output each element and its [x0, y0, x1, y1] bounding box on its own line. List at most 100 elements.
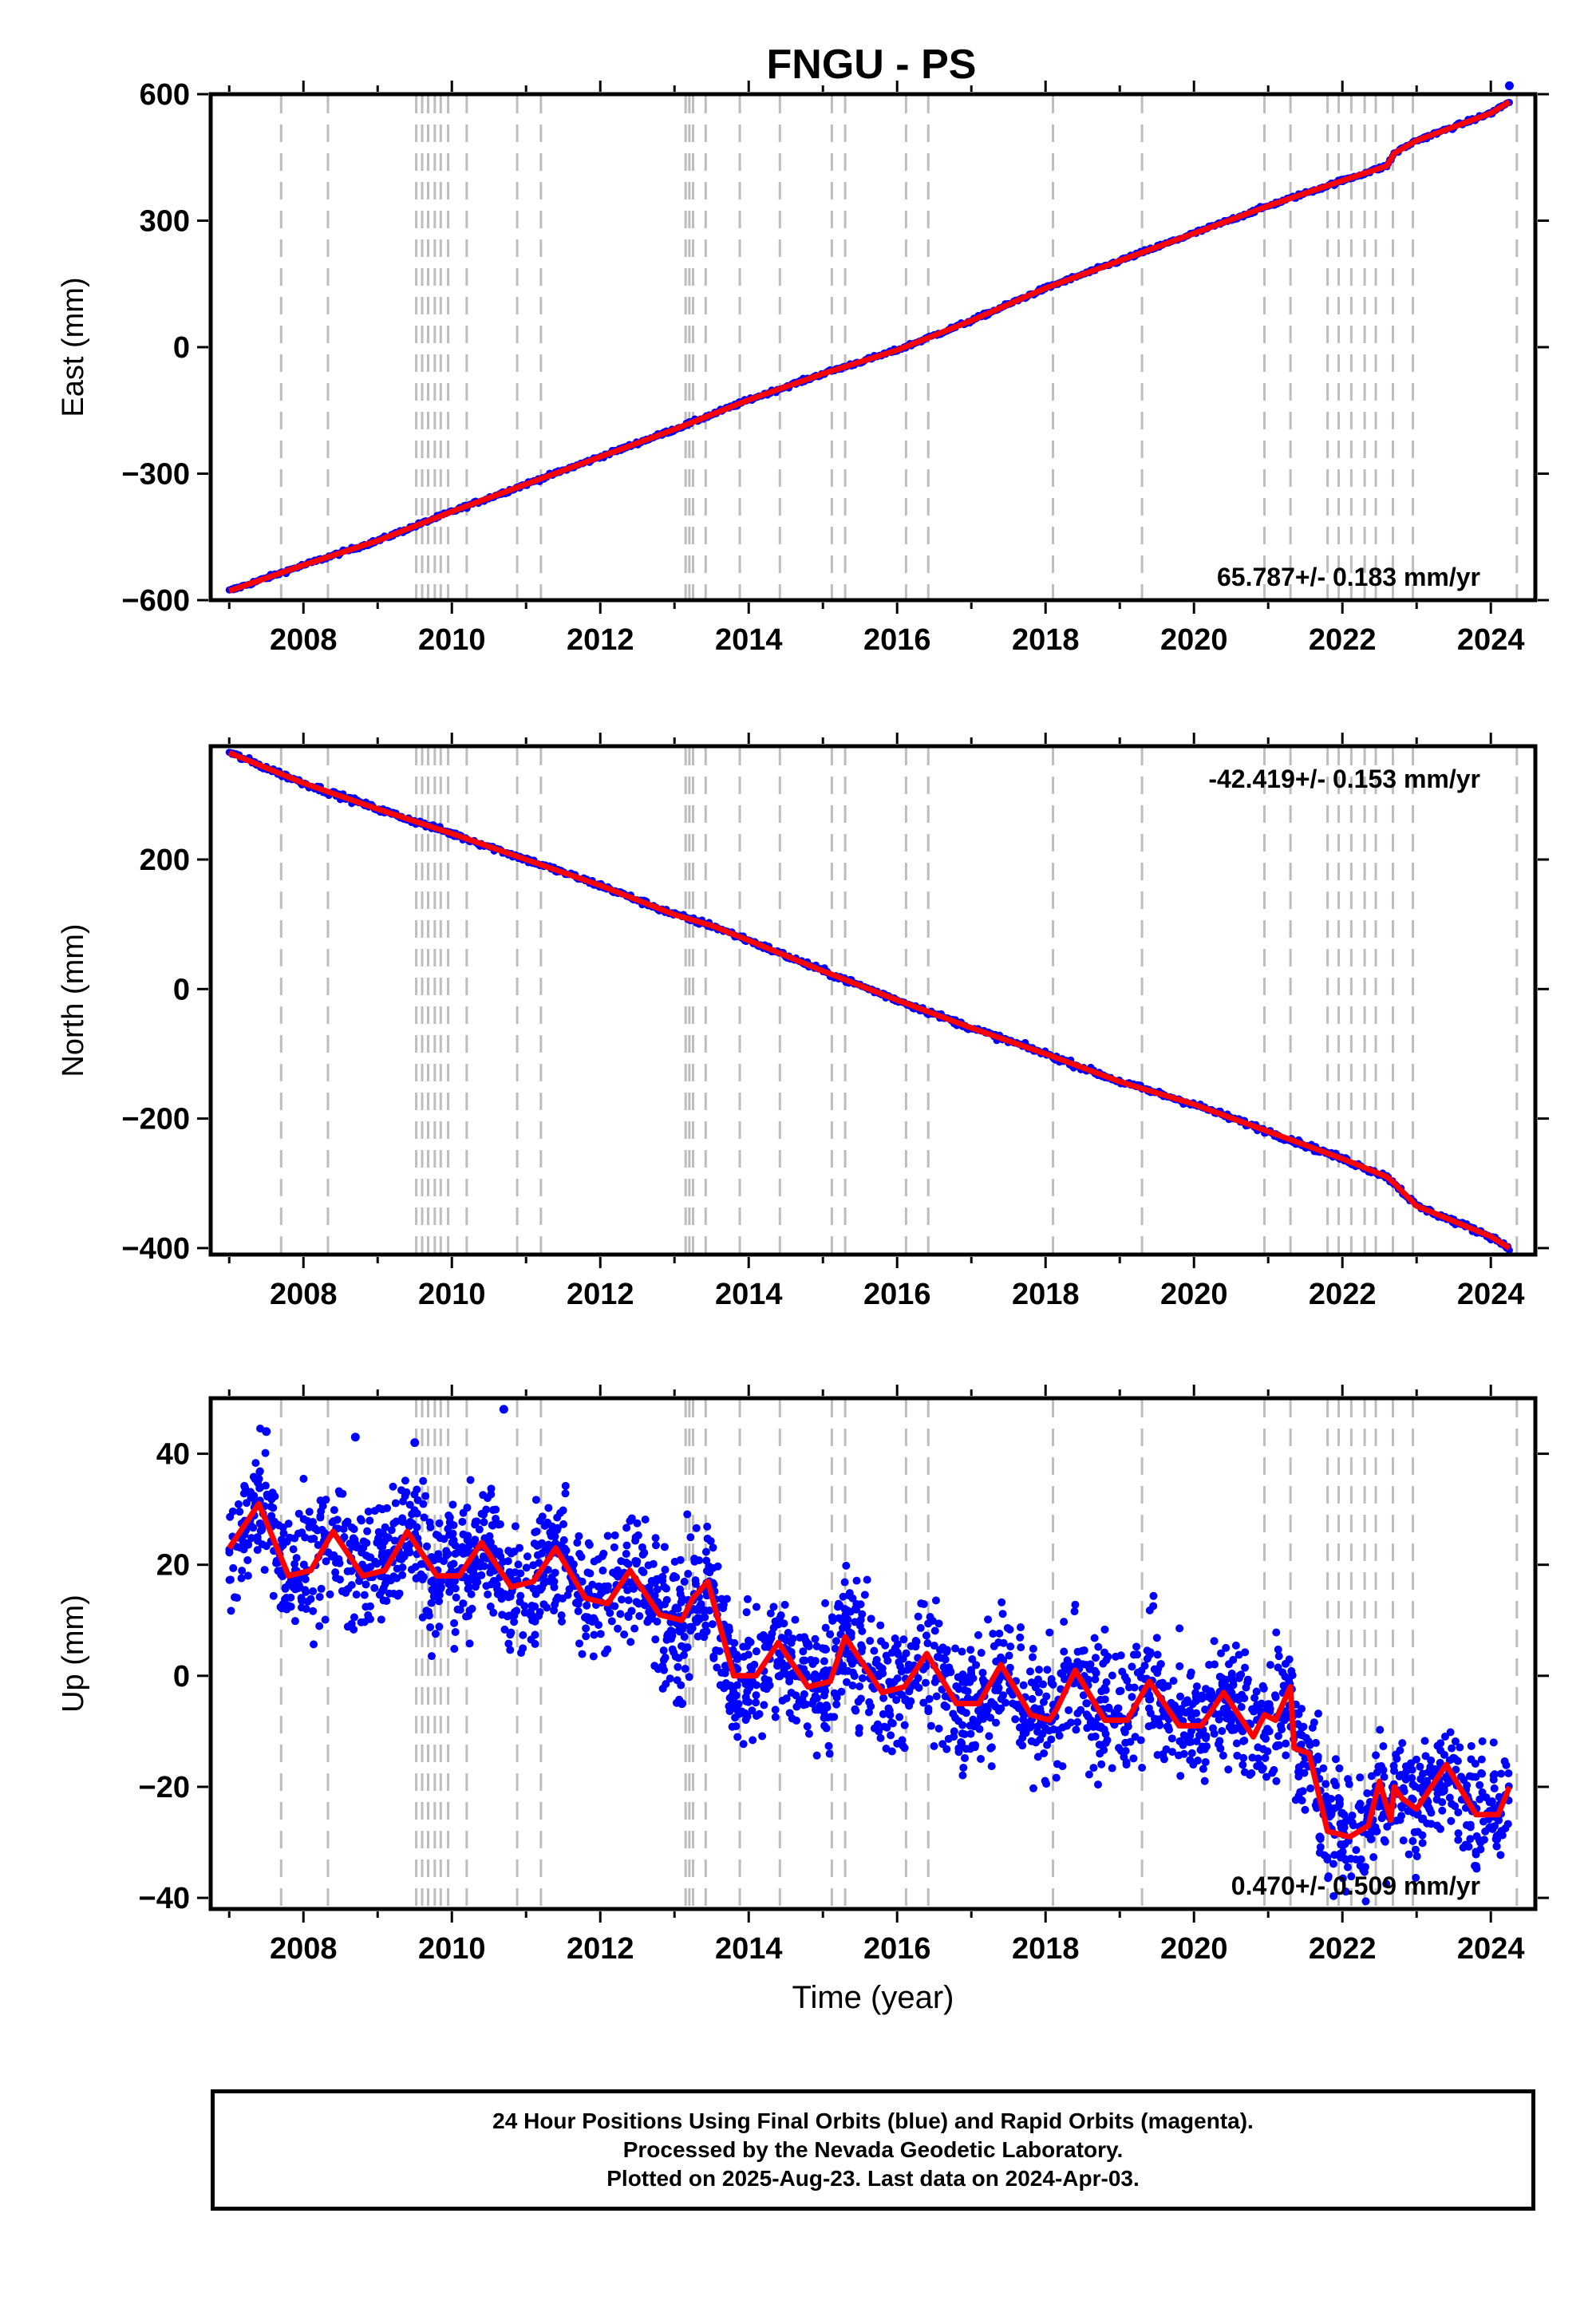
up-data-point	[917, 1599, 926, 1608]
up-data-point	[559, 1506, 567, 1515]
up-data-point	[1216, 1744, 1225, 1753]
up-data-point	[1101, 1729, 1110, 1738]
up-data-point	[535, 1540, 543, 1549]
up-data-point	[575, 1550, 584, 1559]
up-data-point	[692, 1524, 701, 1532]
up-data-point	[431, 1630, 440, 1638]
east-y-tick-label: −300	[121, 458, 190, 492]
up-data-point	[691, 1579, 700, 1588]
up-data-point	[1334, 1793, 1343, 1802]
up-data-point	[1090, 1634, 1099, 1642]
up-data-point	[1331, 1755, 1340, 1764]
up-data-point	[826, 1630, 835, 1638]
up-data-point	[1316, 1835, 1325, 1844]
up-data-point	[289, 1545, 298, 1554]
up-data-point	[716, 1681, 725, 1690]
up-data-point	[670, 1557, 679, 1566]
up-data-point	[1343, 1863, 1352, 1871]
up-data-point	[1254, 1743, 1262, 1752]
up-data-point	[454, 1547, 463, 1556]
up-data-point	[1060, 1618, 1069, 1626]
up-data-point	[1323, 1853, 1332, 1862]
up-data-point	[1235, 1671, 1244, 1680]
up-data-point	[531, 1639, 539, 1648]
up-data-point	[1239, 1753, 1248, 1762]
up-data-point	[462, 1612, 471, 1621]
up-data-point	[1154, 1664, 1163, 1673]
up-data-point	[925, 1694, 934, 1703]
up-data-point	[1266, 1661, 1274, 1670]
up-data-point	[1033, 1753, 1042, 1761]
east-x-tick-label: 2016	[863, 623, 931, 657]
up-data-point	[1156, 1679, 1164, 1688]
up-data-point	[336, 1575, 345, 1584]
up-data-point	[1380, 1773, 1389, 1781]
up-data-point	[1446, 1728, 1455, 1737]
up-data-point	[709, 1652, 718, 1661]
up-data-point	[931, 1596, 940, 1605]
up-data-point	[879, 1694, 888, 1702]
up-data-point	[892, 1696, 901, 1705]
up-data-point	[923, 1639, 932, 1648]
up-data-point	[255, 1484, 264, 1492]
up-data-point	[1060, 1647, 1069, 1656]
up-data-point	[984, 1615, 993, 1624]
up-data-point	[848, 1682, 857, 1690]
up-data-point	[808, 1699, 816, 1708]
up-x-tick-label: 2008	[270, 1932, 338, 1966]
up-data-point	[644, 1561, 653, 1570]
up-data-point	[680, 1577, 689, 1586]
up-data-point	[1298, 1705, 1306, 1713]
up-data-point	[1341, 1887, 1350, 1896]
up-data-point	[1282, 1739, 1290, 1748]
up-data-point	[1418, 1839, 1427, 1848]
up-data-point	[1187, 1749, 1196, 1757]
up-data-point	[1298, 1787, 1307, 1796]
up-data-point	[365, 1516, 374, 1525]
up-data-point	[1280, 1716, 1289, 1725]
up-data-point	[292, 1554, 301, 1563]
up-data-point	[243, 1488, 252, 1496]
up-data-point	[1073, 1647, 1082, 1656]
up-data-point	[958, 1771, 967, 1780]
up-data-point	[1231, 1641, 1240, 1650]
up-data-point	[811, 1634, 820, 1643]
up-data-point	[1274, 1732, 1282, 1741]
up-data-point	[771, 1617, 780, 1626]
up-data-point	[1489, 1738, 1498, 1747]
up-data-point	[440, 1535, 448, 1543]
up-data-point	[803, 1722, 812, 1731]
up-data-point	[589, 1652, 598, 1661]
up-data-point	[705, 1562, 713, 1571]
up-data-point	[842, 1561, 851, 1570]
up-data-point	[755, 1709, 764, 1718]
up-data-point	[1079, 1691, 1088, 1700]
up-data-point	[253, 1546, 262, 1555]
up-data-point	[703, 1522, 712, 1531]
up-data-point	[338, 1489, 347, 1498]
north-x-tick-label: 2016	[863, 1278, 931, 1311]
up-data-point	[956, 1705, 965, 1714]
up-data-point	[773, 1662, 782, 1670]
up-data-point	[1237, 1702, 1246, 1711]
up-data-point	[471, 1520, 480, 1529]
up-data-point	[1123, 1676, 1132, 1685]
up-data-point	[1218, 1679, 1227, 1688]
up-data-point	[538, 1512, 547, 1521]
up-data-point	[425, 1518, 434, 1527]
up-data-point	[1254, 1754, 1262, 1763]
north-panel: 2008 2010 2012 2014 2016 2018 2020 2022 2024 −400…	[57, 733, 1549, 1311]
up-data-point	[659, 1646, 668, 1655]
up-data-point	[867, 1614, 875, 1623]
up-data-point	[1500, 1757, 1509, 1766]
up-data-point	[315, 1622, 324, 1630]
up-data-point	[966, 1646, 975, 1654]
up-data-point	[730, 1638, 739, 1647]
up-data-point	[260, 1566, 269, 1575]
up-data-point	[650, 1662, 659, 1670]
up-data-point	[359, 1537, 368, 1546]
north-y-tick-label: 0	[173, 973, 190, 1006]
up-data-point	[1039, 1680, 1048, 1689]
up-data-point	[373, 1534, 382, 1543]
